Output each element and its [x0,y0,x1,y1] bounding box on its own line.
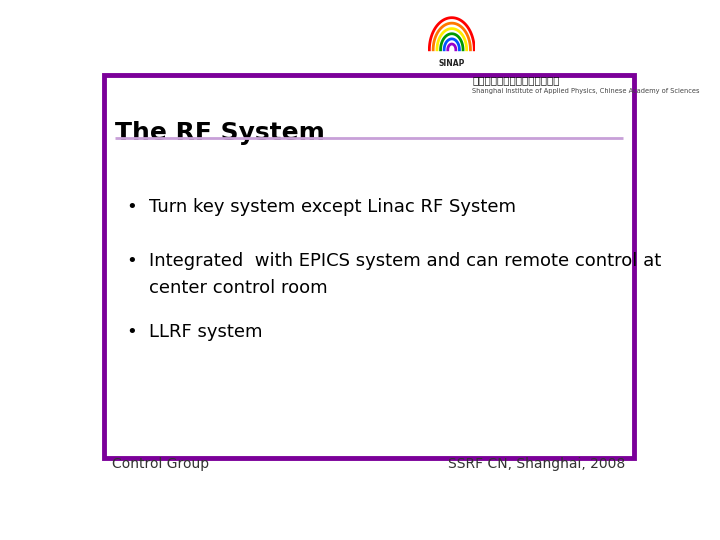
Text: Control Group: Control Group [112,457,210,471]
Text: Turn key system except Linac RF System: Turn key system except Linac RF System [148,198,516,216]
Text: SINAP: SINAP [438,59,465,68]
Text: •: • [127,198,138,216]
Text: •: • [127,322,138,341]
Text: Integrated  with EPICS system and can remote control at: Integrated with EPICS system and can rem… [148,252,661,270]
FancyBboxPatch shape [104,75,634,458]
Text: center control room: center control room [148,279,327,297]
Text: SSRF CN, Shanghai, 2008: SSRF CN, Shanghai, 2008 [449,457,626,471]
Text: LLRF system: LLRF system [148,322,262,341]
Text: 中国科学院上海应用物理研究所: 中国科学院上海应用物理研究所 [472,75,559,85]
Text: •: • [127,252,138,270]
Text: Shanghai Institute of Applied Physics, Chinese Academy of Sciences: Shanghai Institute of Applied Physics, C… [472,87,700,93]
Text: The RF System: The RF System [115,121,325,145]
